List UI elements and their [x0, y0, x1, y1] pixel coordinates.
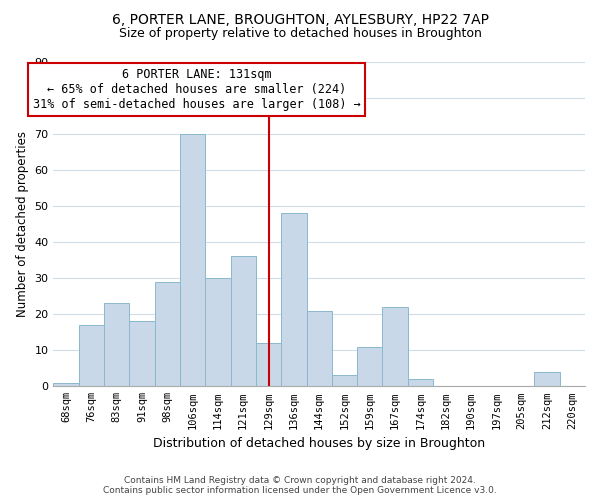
Bar [205, 278, 230, 386]
Text: Contains HM Land Registry data © Crown copyright and database right 2024.
Contai: Contains HM Land Registry data © Crown c… [103, 476, 497, 495]
Bar [104, 304, 129, 386]
Bar [53, 382, 79, 386]
Text: 6 PORTER LANE: 131sqm
← 65% of detached houses are smaller (224)
31% of semi-det: 6 PORTER LANE: 131sqm ← 65% of detached … [33, 68, 361, 111]
Bar [129, 322, 155, 386]
Bar [332, 376, 357, 386]
Bar [230, 256, 256, 386]
Bar [180, 134, 205, 386]
Bar [155, 282, 180, 387]
Bar [307, 310, 332, 386]
Text: Size of property relative to detached houses in Broughton: Size of property relative to detached ho… [119, 28, 481, 40]
Bar [408, 379, 433, 386]
Bar [79, 325, 104, 386]
Bar [382, 307, 408, 386]
Text: 6, PORTER LANE, BROUGHTON, AYLESBURY, HP22 7AP: 6, PORTER LANE, BROUGHTON, AYLESBURY, HP… [112, 12, 488, 26]
Y-axis label: Number of detached properties: Number of detached properties [16, 131, 29, 317]
Bar [281, 213, 307, 386]
Bar [256, 343, 281, 386]
Bar [535, 372, 560, 386]
X-axis label: Distribution of detached houses by size in Broughton: Distribution of detached houses by size … [153, 437, 485, 450]
Bar [357, 346, 382, 387]
